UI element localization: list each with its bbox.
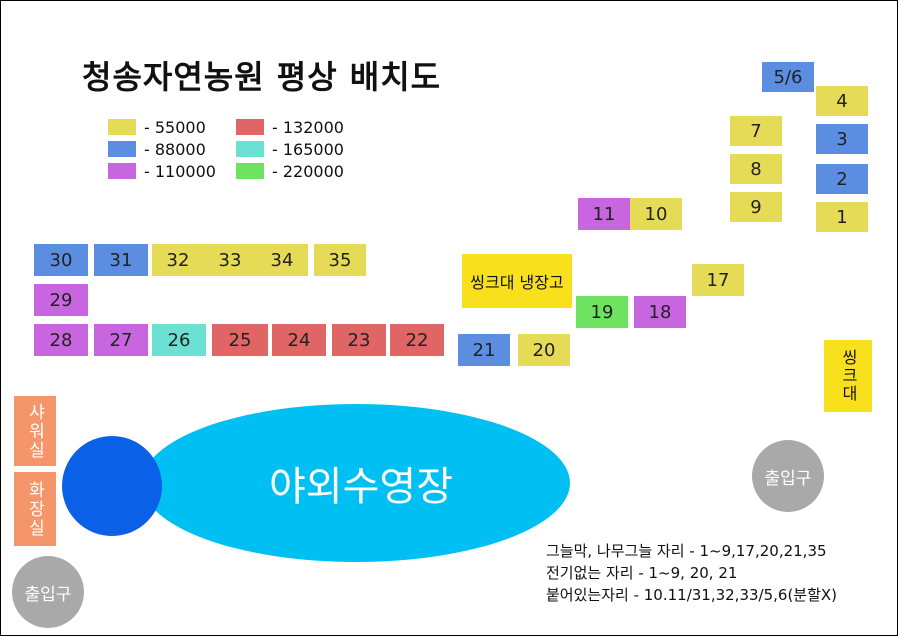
legend-swatch [236, 119, 264, 135]
plot-22: 22 [390, 324, 444, 356]
note-adjacent: 붙어있는자리 - 10.11/31,32,33/5,6(분할X) [546, 586, 838, 604]
plot-10: 10 [630, 198, 682, 230]
legend-label: - 55000 [144, 117, 206, 137]
plot-19: 19 [576, 296, 628, 328]
plot-8: 8 [730, 154, 782, 184]
legend-item: - 55000 [108, 117, 206, 137]
legend-item: - 110000 [108, 161, 216, 181]
sink-fridge-label: 씽크대 냉장고 [470, 273, 564, 292]
plot-24: 24 [272, 324, 326, 356]
entrance-right-label: 출입구 [764, 468, 812, 489]
entrance-right: 출입구 [752, 440, 824, 512]
plot-11: 11 [578, 198, 630, 230]
legend-swatch [236, 163, 264, 179]
sink-fridge-fixture: 씽크대 냉장고 [462, 254, 572, 308]
plot-3: 3 [816, 124, 868, 154]
plot-35: 35 [314, 244, 366, 276]
shower-room: 샤워실 [14, 396, 56, 466]
plot-1: 1 [816, 202, 868, 232]
plot-32: 32 [152, 244, 204, 276]
legend-label: - 220000 [272, 161, 344, 181]
restroom: 화장실 [14, 472, 56, 546]
page-title: 청송자연농원 평상 배치도 [82, 58, 442, 96]
plot-4: 4 [816, 86, 868, 116]
plot-18: 18 [634, 296, 686, 328]
legend-swatch [108, 163, 136, 179]
legend-swatch [108, 119, 136, 135]
outdoor-pool: 야외수영장 [142, 404, 570, 562]
plot-21: 21 [458, 334, 510, 366]
legend-label: - 88000 [144, 139, 206, 159]
legend-item: - 88000 [108, 139, 206, 159]
shower-room-label: 샤워실 [24, 402, 45, 460]
legend-label: - 110000 [144, 161, 216, 181]
plot-2: 2 [816, 164, 868, 194]
plot-23: 23 [332, 324, 386, 356]
kiddie-pool [62, 436, 162, 536]
legend-item: - 220000 [236, 161, 344, 181]
note-no-power: 전기없는 자리 - 1~9, 20, 21 [546, 564, 738, 582]
legend-label: - 132000 [272, 117, 344, 137]
plot-26: 26 [152, 324, 206, 356]
sink-label: 씽크대 [839, 349, 858, 403]
restroom-label: 화장실 [24, 480, 45, 538]
plot-27: 27 [94, 324, 148, 356]
plot-34: 34 [256, 244, 308, 276]
legend-item: - 165000 [236, 139, 344, 159]
legend-item: - 132000 [236, 117, 344, 137]
plot-20: 20 [518, 334, 570, 366]
entrance-left: 출입구 [12, 556, 84, 628]
plot-33: 33 [204, 244, 256, 276]
plot-25: 25 [212, 324, 268, 356]
plot-28: 28 [34, 324, 88, 356]
legend-swatch [108, 141, 136, 157]
plot-5-6: 5/6 [762, 62, 814, 92]
plot-31: 31 [94, 244, 148, 276]
pool-label: 야외수영장 [269, 464, 453, 510]
sink-fixture: 씽크대 [824, 340, 872, 412]
legend-swatch [236, 141, 264, 157]
plot-29: 29 [34, 284, 88, 316]
plot-9: 9 [730, 192, 782, 222]
note-shade: 그늘막, 나무그늘 자리 - 1~9,17,20,21,35 [546, 542, 827, 560]
legend-label: - 165000 [272, 139, 344, 159]
plot-30: 30 [34, 244, 88, 276]
entrance-left-label: 출입구 [24, 584, 72, 605]
plot-17: 17 [692, 264, 744, 296]
plot-7: 7 [730, 116, 782, 146]
